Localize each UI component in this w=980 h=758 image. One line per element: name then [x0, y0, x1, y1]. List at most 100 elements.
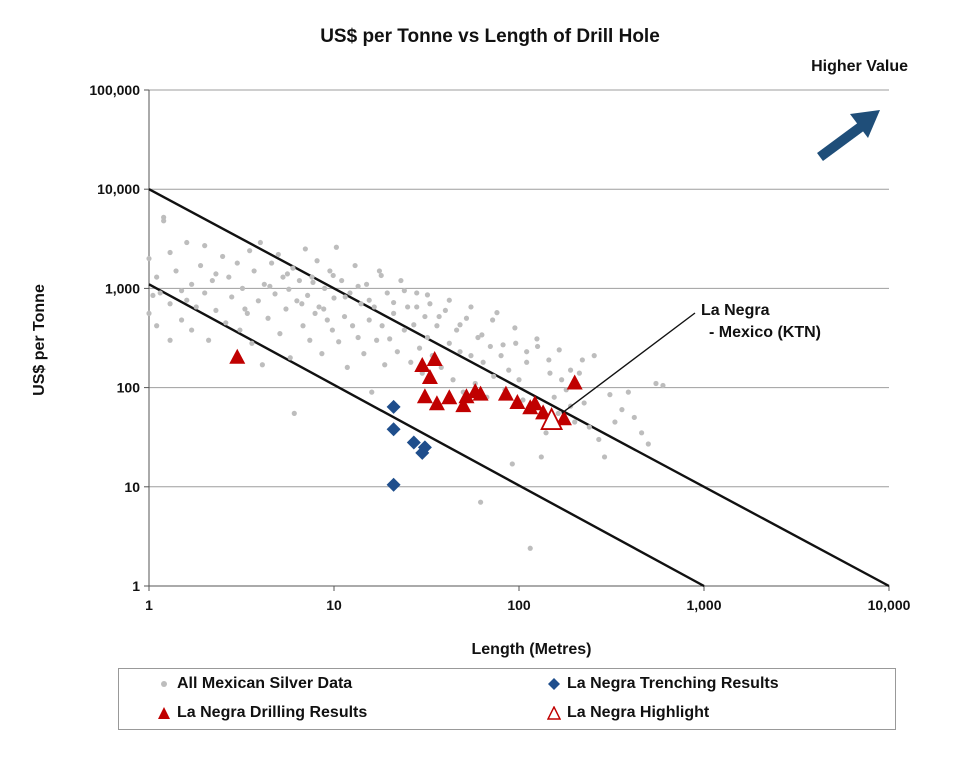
silver-data-point [411, 322, 417, 328]
silver-data-point [272, 291, 278, 297]
silver-data-point [408, 359, 414, 365]
legend-label: La Negra Highlight [567, 704, 710, 721]
silver-data-point [612, 419, 618, 425]
silver-data-point [576, 370, 582, 376]
drilling-point [441, 389, 458, 405]
silver-data-point [500, 342, 506, 348]
silver-data-point [581, 400, 587, 406]
silver-data-point [468, 353, 474, 359]
silver-data-point [331, 295, 337, 301]
silver-data-point [150, 292, 156, 299]
silver-data-point [193, 304, 199, 310]
trenching-point [386, 399, 401, 414]
drilling-point [414, 357, 431, 373]
silver-data-point [223, 320, 229, 326]
axes [144, 89, 890, 591]
silver-data-point [229, 294, 235, 300]
silver-data-point [275, 251, 281, 258]
y-tick-label: 100,000 [89, 82, 140, 98]
silver-data-point [376, 268, 383, 274]
silver-data-point [524, 359, 530, 365]
silver-data-point [361, 351, 367, 357]
silver-data-point [358, 301, 364, 307]
silver-data-point [645, 441, 651, 447]
silver-data-point [277, 331, 283, 337]
triangle-icon [158, 707, 170, 719]
silver-data-point [442, 307, 448, 314]
annotation-line2: - Mexico (KTN) [709, 324, 821, 341]
silver-data-point [543, 430, 549, 436]
chart-title: US$ per Tonne vs Length of Drill Hole [320, 26, 660, 47]
silver-data-point [213, 307, 219, 314]
silver-data-point [161, 214, 167, 220]
silver-data-point [305, 292, 311, 299]
data-points [146, 214, 666, 551]
silver-data-point [347, 290, 353, 296]
higher-value-label: Higher Value [811, 58, 908, 75]
drilling-point [497, 385, 514, 401]
silver-data-point [283, 306, 289, 312]
silver-data-point [197, 262, 204, 269]
silver-data-point [494, 310, 500, 316]
y-tick-label: 100 [117, 380, 141, 396]
silver-data-point [206, 337, 212, 343]
silver-data-point [516, 377, 522, 383]
silver-data-point [520, 397, 526, 403]
silver-data-point [555, 410, 561, 416]
silver-data-point [379, 323, 385, 329]
silver-data-point [327, 268, 333, 274]
drilling-point [509, 393, 526, 409]
silver-data-point [487, 343, 493, 350]
silver-data-point [226, 274, 232, 280]
silver-data-point [329, 327, 335, 333]
silver-data-point [427, 301, 433, 307]
silver-data-point [436, 313, 442, 320]
silver-data-point [209, 277, 215, 284]
silver-data-point [247, 248, 253, 254]
silver-data-point [300, 323, 306, 329]
silver-data-point [567, 367, 574, 373]
drilling-point [428, 395, 445, 411]
silver-data-point [556, 347, 562, 353]
silver-data-point [167, 337, 173, 343]
silver-data-point [167, 301, 173, 307]
silver-data-point [660, 382, 666, 389]
silver-data-point [330, 272, 336, 279]
silver-data-point [625, 389, 631, 395]
silver-data-point [265, 315, 271, 321]
silver-data-point [414, 304, 420, 310]
silver-data-point [336, 339, 342, 345]
silver-data-point [154, 274, 160, 280]
reference-lines [148, 188, 890, 588]
drilling-point [555, 410, 572, 426]
silver-data-point [398, 277, 404, 284]
silver-data-point [299, 301, 305, 307]
silver-data-point [202, 243, 208, 249]
silver-data-point [534, 343, 541, 350]
silver-data-point [513, 340, 519, 346]
legend-item-highlight: La Negra Highlight [547, 704, 709, 722]
silver-data-point [310, 279, 316, 285]
silver-data-point [284, 271, 291, 277]
annotation-line1: La Negra [701, 302, 770, 319]
silver-data-point [355, 334, 361, 341]
y-tick-label: 1 [132, 578, 140, 594]
silver-data-point [184, 239, 190, 246]
silver-data-point [391, 299, 397, 306]
silver-data-point [607, 392, 613, 398]
silver-data-point [257, 239, 263, 246]
silver-data-point [457, 322, 463, 328]
silver-data-point [316, 304, 322, 310]
silver-data-point [414, 290, 420, 296]
silver-data-point [477, 499, 484, 505]
y-tick-label: 1,000 [105, 280, 140, 296]
silver-data-point [259, 362, 265, 368]
silver-data-point [446, 340, 452, 346]
silver-data-point [527, 545, 533, 551]
drilling-point [426, 350, 443, 366]
silver-data-point [220, 253, 226, 260]
silver-data-point [596, 436, 602, 443]
silver-data-point [173, 268, 179, 274]
triangle-outline-icon [547, 706, 561, 720]
drilling-point [472, 385, 489, 401]
